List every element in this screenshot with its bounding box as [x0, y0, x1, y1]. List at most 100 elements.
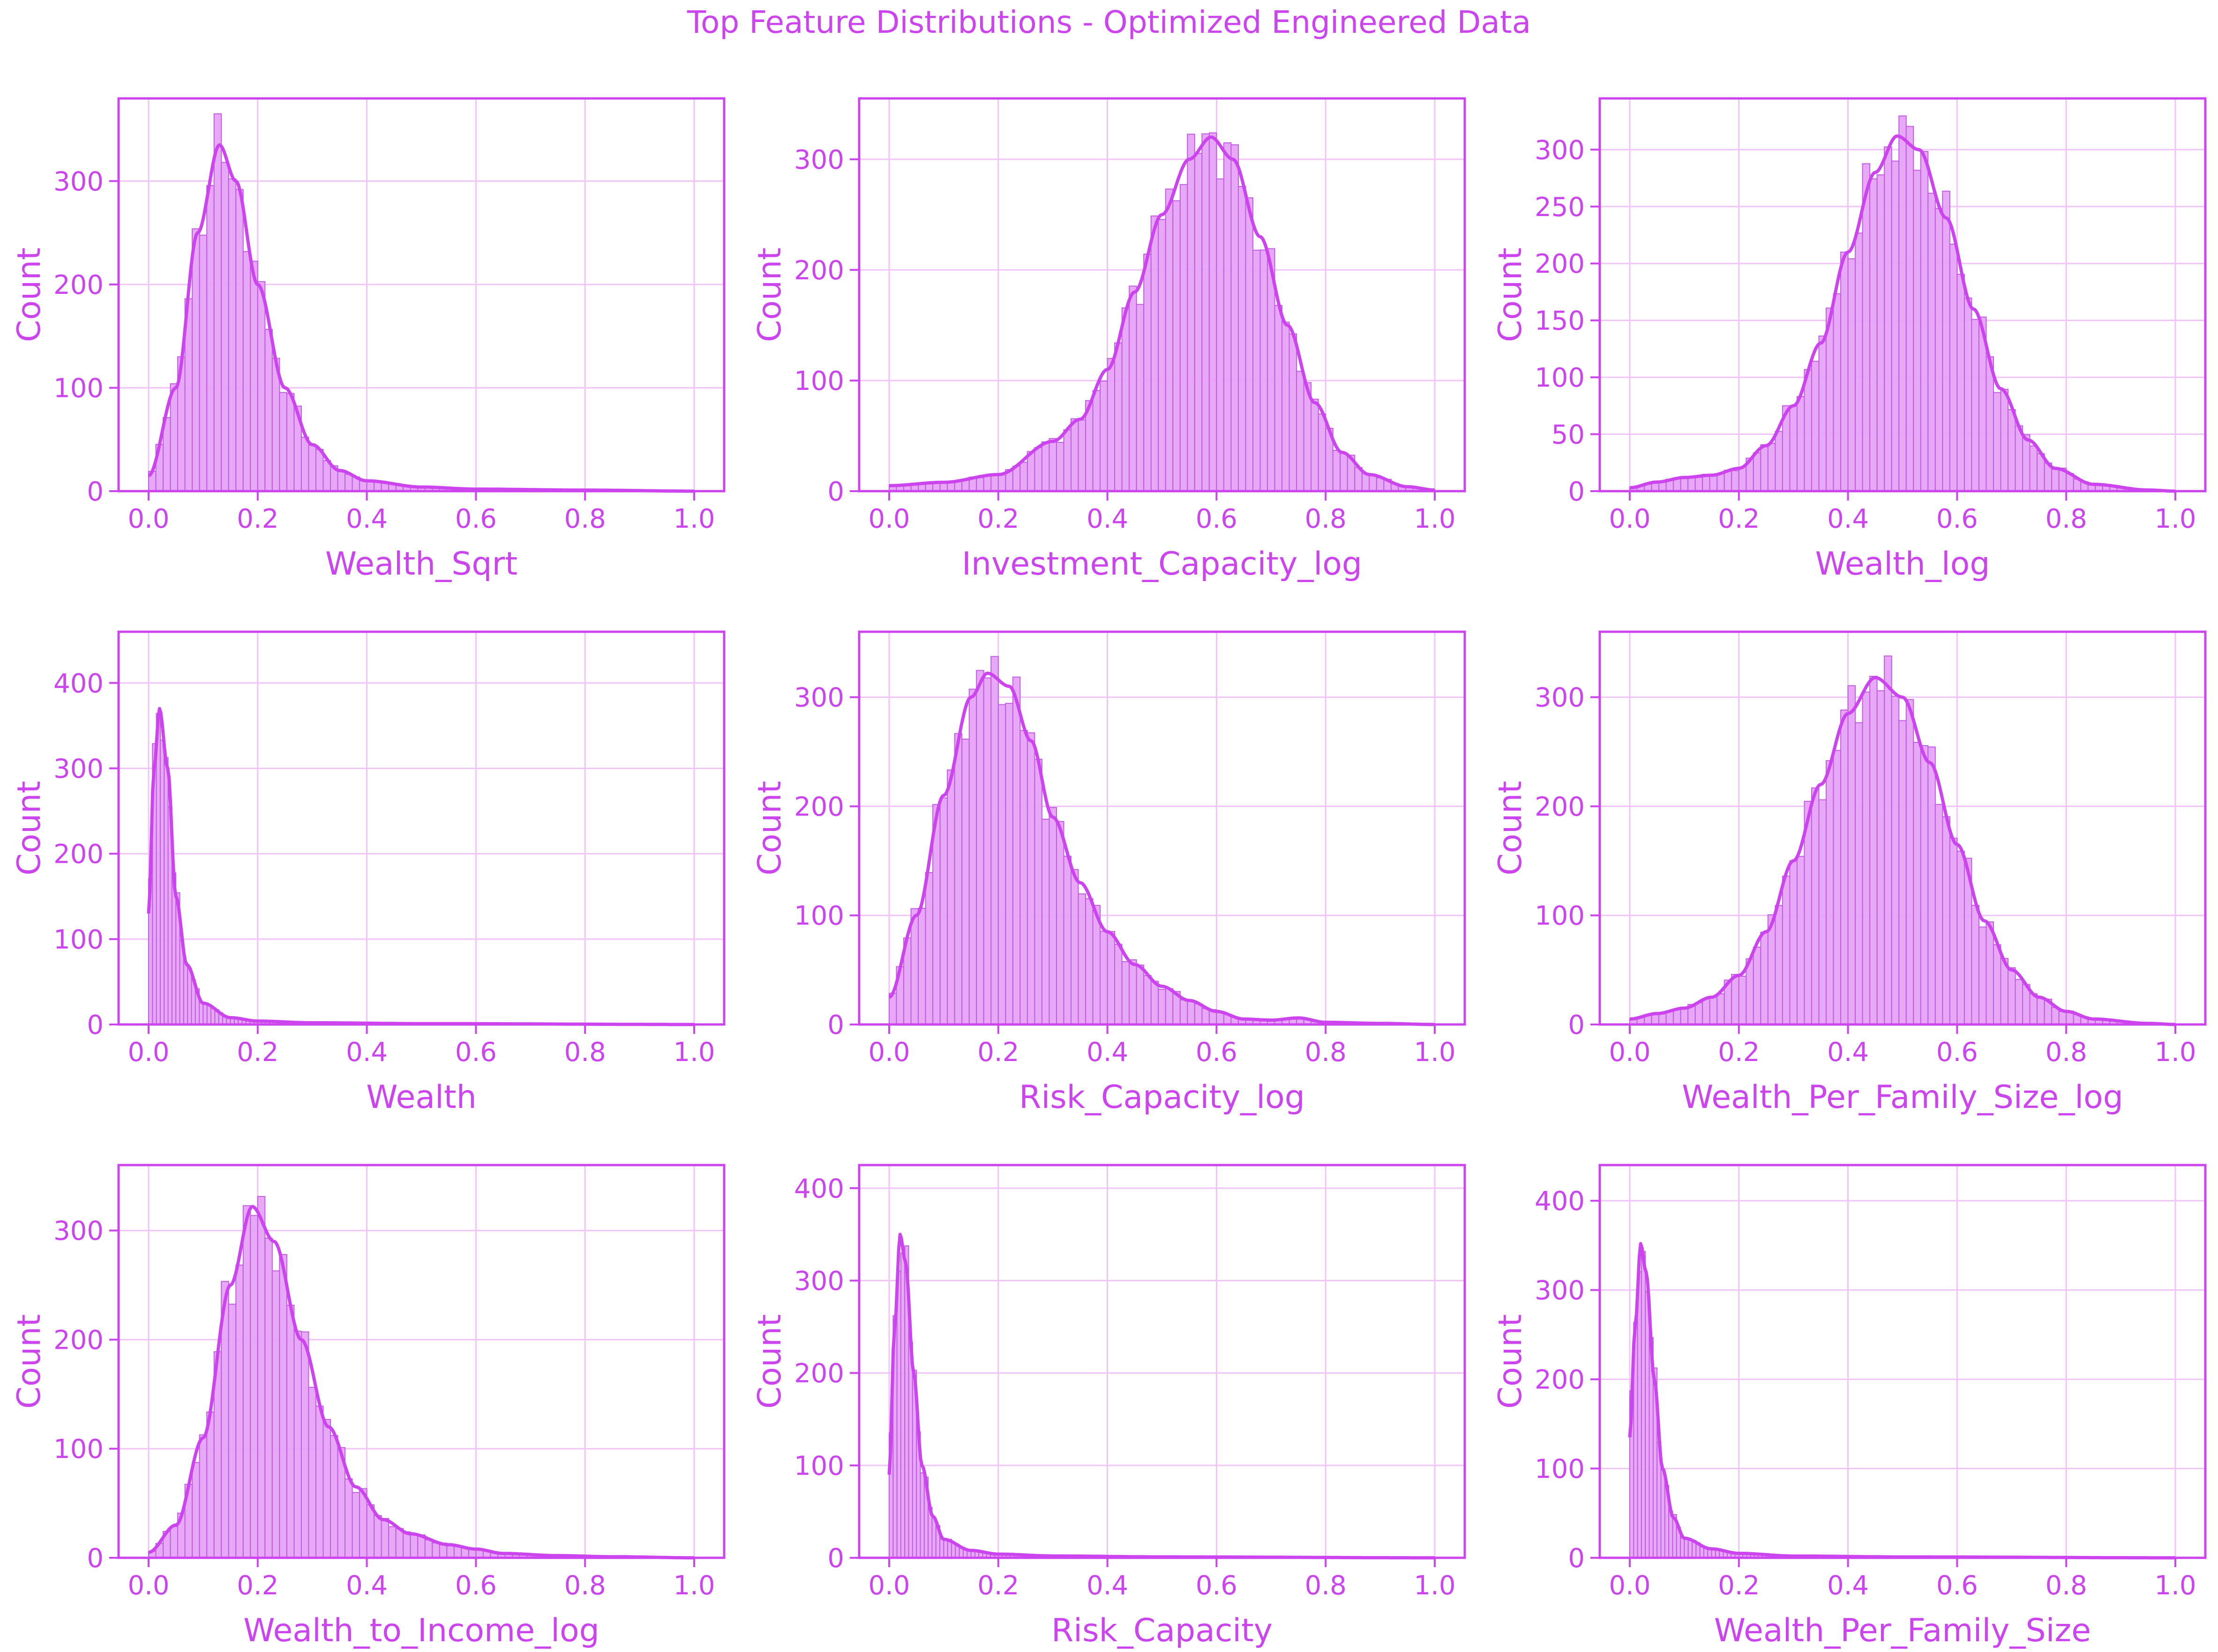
histogram-bar	[1660, 1469, 1665, 1558]
histogram-bar	[293, 1331, 302, 1558]
histogram-bar	[1796, 856, 1805, 1025]
y-tick-label: 150	[1535, 306, 1585, 336]
histogram-bar	[1281, 321, 1290, 492]
histogram-bar	[403, 1531, 411, 1559]
histogram-bar	[374, 1515, 382, 1559]
histogram-bar	[900, 1252, 906, 1559]
x-tick-label: 0.6	[1196, 1037, 1237, 1068]
histogram-bar	[954, 733, 963, 1025]
histogram-bar	[199, 234, 208, 492]
histogram-bar	[257, 281, 266, 492]
y-axis-label: Count	[1492, 781, 1529, 875]
histogram-bar	[170, 1526, 179, 1558]
histogram-bar	[1274, 305, 1283, 492]
histogram-bar	[1716, 993, 1725, 1025]
histogram-bar	[976, 670, 984, 1025]
y-tick-label: 100	[794, 901, 844, 931]
axes-frame	[858, 630, 1466, 1026]
histogram-bar	[1789, 860, 1798, 1025]
histogram-bars	[148, 713, 574, 1025]
histogram-bar	[1920, 745, 1929, 1025]
subplot-grid: 0.0 0.2 0.4 0.6 0.8 1.0 0 100 200 300 Wealth_Sqrt C…	[11, 97, 2207, 1649]
x-axis-label: Wealth_to_Income_log	[243, 1612, 599, 1649]
histogram-bar	[1934, 208, 1943, 492]
histogram-bars	[889, 656, 1414, 1025]
y-tick-label: 200	[53, 839, 104, 870]
subplot-3: 0.0 0.2 0.4 0.6 0.8 1.0 0 50 100 150 200 250 300 Weal…	[1492, 97, 2207, 583]
y-tick-label: 100	[1535, 363, 1585, 393]
histogram-bar	[1884, 146, 1892, 492]
y-tick-label: 400	[794, 1174, 844, 1204]
subplot-2: 0.0 0.2 0.4 0.6 0.8 1.0 0 100 200 300 Investment_C…	[751, 97, 1466, 583]
histogram-bar	[1012, 676, 1021, 1025]
histogram-bar	[1840, 710, 1849, 1025]
histogram-bar	[1760, 444, 1768, 492]
subplot-6: 0.0 0.2 0.4 0.6 0.8 1.0 0 100 200 300 Wealth_Per_F…	[1492, 630, 2207, 1116]
x-tick-label: 0.4	[1827, 1570, 1869, 1601]
histogram-bar	[939, 1539, 944, 1559]
histogram-bars	[148, 113, 651, 492]
x-tick-label: 1.0	[1414, 1037, 1455, 1068]
histogram-bar	[1956, 851, 1965, 1025]
histogram-bar	[242, 1205, 251, 1558]
histogram-bar	[1019, 730, 1028, 1025]
histogram-bar	[1129, 959, 1137, 1025]
histogram-bar	[2000, 389, 2009, 492]
histogram-bar	[1296, 371, 1304, 492]
y-tick-label: 100	[794, 1451, 844, 1481]
histogram-bar	[1034, 447, 1042, 492]
histogram-bar	[1709, 996, 1718, 1025]
histogram-bar	[1789, 405, 1798, 492]
histogram-bar	[920, 1472, 925, 1559]
x-tick-label: 0.0	[868, 504, 910, 534]
histogram-bar	[1942, 816, 1950, 1025]
x-tick-label: 0.2	[237, 1570, 278, 1601]
histogram-bar	[199, 1434, 208, 1559]
y-axis-label: Count	[11, 781, 48, 875]
histogram-bar	[206, 1411, 215, 1558]
x-tick-label: 0.2	[1718, 1570, 1760, 1601]
y-tick-label: 300	[1535, 135, 1585, 165]
histogram-bar	[1709, 474, 1718, 492]
histogram-bars	[889, 132, 1435, 492]
histogram-bar	[1694, 477, 1703, 492]
x-tick-label: 0.2	[1718, 1037, 1760, 1068]
x-tick-label: 0.6	[1196, 504, 1237, 534]
y-tick-label: 0	[827, 1543, 844, 1574]
y-tick-label: 200	[53, 1325, 104, 1355]
x-tick-label: 0.4	[1087, 504, 1128, 534]
y-tick-label: 300	[794, 1266, 844, 1296]
y-tick-label: 200	[794, 792, 844, 822]
histogram-bar	[1034, 759, 1042, 1025]
histogram-bar	[1767, 443, 1776, 492]
histogram-bar	[1158, 988, 1166, 1025]
x-tick-label: 0.0	[127, 1570, 169, 1601]
x-tick-label: 0.8	[564, 1570, 606, 1601]
histogram-bar	[221, 162, 229, 492]
histogram-bar	[1136, 304, 1145, 492]
histogram-bar	[1869, 178, 1878, 492]
histogram-bar	[951, 1542, 956, 1559]
histogram-bar	[1699, 1546, 1704, 1558]
histogram-bar	[1071, 418, 1079, 492]
x-tick-label: 0.0	[868, 1570, 910, 1601]
histogram-bar	[1143, 254, 1152, 492]
kde-curve	[887, 1233, 1435, 1560]
axes-frame	[858, 1164, 1466, 1559]
histogram-bar	[2051, 469, 2060, 492]
y-tick-label: 100	[53, 1434, 104, 1465]
x-axis-label: Risk_Capacity	[1051, 1612, 1273, 1649]
y-tick-label: 0	[827, 1010, 844, 1040]
y-tick-label: 0	[87, 1010, 104, 1040]
x-axis-label: Wealth_Sqrt	[325, 546, 517, 583]
histogram-bar	[1898, 720, 1907, 1025]
subplot-8: 0.0 0.2 0.4 0.6 0.8 1.0 0 100 200 300 400 Risk_Capa…	[751, 1164, 1466, 1649]
axes-frame	[117, 97, 726, 493]
x-tick-label: 0.6	[1936, 1570, 1978, 1601]
histogram-bar	[1129, 285, 1137, 492]
histogram-bar	[300, 1331, 309, 1558]
histogram-bar	[156, 713, 161, 1025]
subplot-7: 0.0 0.2 0.4 0.6 0.8 1.0 0 100 200 300 Wealth_to_In…	[11, 1164, 726, 1649]
histogram-bar	[202, 1004, 208, 1025]
